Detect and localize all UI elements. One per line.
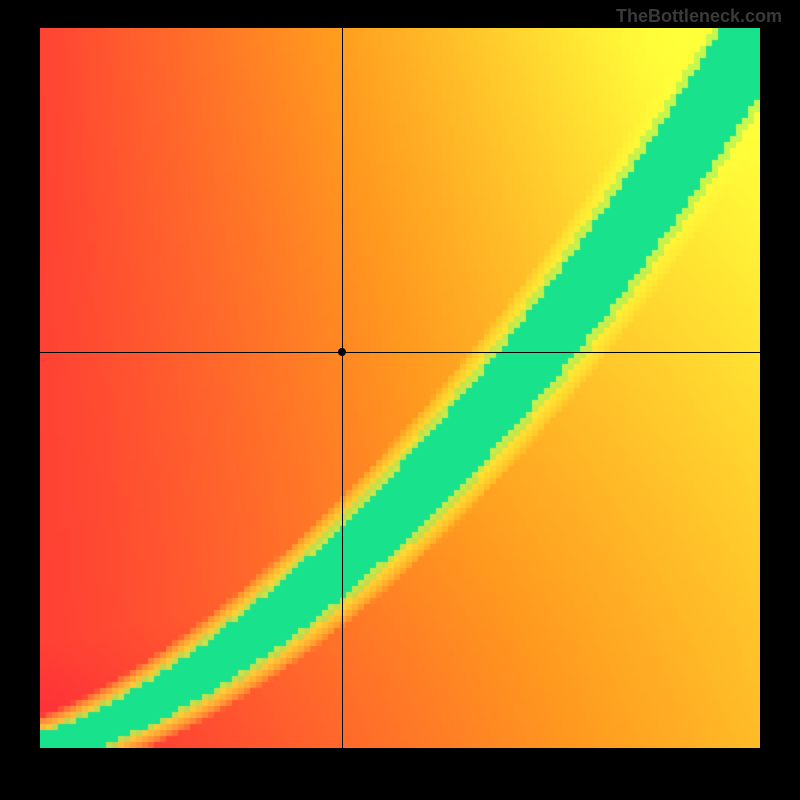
crosshair-vertical (342, 28, 343, 748)
crosshair-horizontal (40, 352, 760, 353)
watermark-text: TheBottleneck.com (616, 6, 782, 27)
heatmap-canvas (40, 28, 760, 748)
heatmap-chart (40, 28, 760, 748)
crosshair-marker (338, 348, 346, 356)
